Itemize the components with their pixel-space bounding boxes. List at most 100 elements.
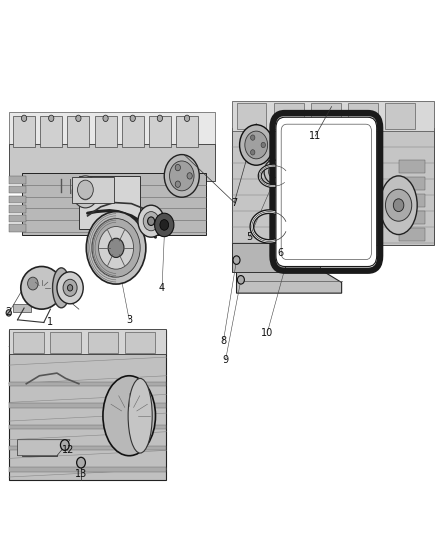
Bar xyxy=(9,205,26,213)
Bar xyxy=(9,144,215,181)
Circle shape xyxy=(138,205,164,237)
Circle shape xyxy=(155,213,174,237)
Bar xyxy=(9,112,215,149)
Text: 2: 2 xyxy=(5,307,11,317)
Circle shape xyxy=(86,212,146,284)
Polygon shape xyxy=(13,304,31,312)
Ellipse shape xyxy=(53,268,70,308)
Circle shape xyxy=(60,440,69,450)
Text: 13: 13 xyxy=(75,470,87,479)
Text: 12: 12 xyxy=(62,446,74,455)
Text: 4: 4 xyxy=(159,283,165,293)
Circle shape xyxy=(78,180,93,199)
Circle shape xyxy=(79,184,92,200)
Bar xyxy=(9,196,26,203)
Circle shape xyxy=(92,219,140,277)
Circle shape xyxy=(245,131,268,159)
Circle shape xyxy=(148,217,155,225)
Circle shape xyxy=(240,125,273,165)
Circle shape xyxy=(103,115,108,122)
Bar xyxy=(176,116,198,147)
Bar xyxy=(95,116,117,147)
Circle shape xyxy=(187,173,192,179)
Bar xyxy=(9,467,166,472)
Circle shape xyxy=(170,161,194,191)
Bar xyxy=(232,128,434,245)
Bar xyxy=(232,243,285,272)
Bar xyxy=(9,186,26,193)
Circle shape xyxy=(67,285,73,291)
Text: 1: 1 xyxy=(47,318,53,327)
Circle shape xyxy=(297,179,303,186)
Circle shape xyxy=(28,277,38,290)
Bar xyxy=(9,425,166,429)
Bar xyxy=(9,176,26,184)
Circle shape xyxy=(393,199,404,212)
Bar xyxy=(9,446,166,450)
Bar xyxy=(9,215,26,222)
Bar xyxy=(88,332,118,353)
Text: 6: 6 xyxy=(277,248,283,258)
Bar xyxy=(22,442,57,456)
Circle shape xyxy=(77,457,85,468)
Text: 9: 9 xyxy=(223,355,229,365)
Bar xyxy=(22,173,206,235)
Circle shape xyxy=(385,189,412,221)
Polygon shape xyxy=(18,440,70,456)
Circle shape xyxy=(6,310,11,316)
Circle shape xyxy=(99,227,134,269)
FancyBboxPatch shape xyxy=(276,117,377,266)
Text: 7: 7 xyxy=(231,198,237,207)
Bar xyxy=(9,382,166,386)
Bar xyxy=(9,403,166,408)
Circle shape xyxy=(251,150,255,155)
Text: 8: 8 xyxy=(220,336,226,346)
Bar xyxy=(67,116,89,147)
Bar xyxy=(9,330,166,480)
Circle shape xyxy=(108,238,124,257)
Circle shape xyxy=(49,115,54,122)
Circle shape xyxy=(130,115,135,122)
Text: 3: 3 xyxy=(126,315,132,325)
Bar xyxy=(149,116,171,147)
Circle shape xyxy=(264,160,283,183)
Circle shape xyxy=(184,115,190,122)
Text: 11: 11 xyxy=(309,131,321,141)
Bar xyxy=(50,332,81,353)
Bar xyxy=(9,224,26,232)
Bar xyxy=(399,211,425,224)
Ellipse shape xyxy=(21,266,62,309)
Bar xyxy=(385,103,415,129)
Bar xyxy=(232,101,434,131)
Bar xyxy=(79,176,140,229)
Bar xyxy=(237,103,266,129)
Bar xyxy=(399,228,425,241)
Bar xyxy=(72,177,114,203)
Bar xyxy=(348,103,378,129)
Circle shape xyxy=(233,256,240,264)
Circle shape xyxy=(72,176,99,208)
Circle shape xyxy=(143,212,159,231)
Bar xyxy=(13,116,35,147)
Text: 10: 10 xyxy=(261,328,273,338)
Bar xyxy=(125,332,155,353)
Circle shape xyxy=(160,220,169,230)
Circle shape xyxy=(261,142,265,148)
Circle shape xyxy=(57,272,83,304)
Circle shape xyxy=(237,276,244,284)
Circle shape xyxy=(63,279,77,296)
Circle shape xyxy=(175,181,180,188)
Ellipse shape xyxy=(103,376,155,456)
Bar xyxy=(311,103,341,129)
Bar xyxy=(285,245,320,269)
Bar xyxy=(13,332,44,353)
Bar xyxy=(399,160,425,173)
Text: 5: 5 xyxy=(247,232,253,242)
Circle shape xyxy=(251,135,255,140)
Bar xyxy=(9,329,166,354)
Circle shape xyxy=(157,115,162,122)
Bar xyxy=(274,103,304,129)
Circle shape xyxy=(76,115,81,122)
Ellipse shape xyxy=(128,378,152,453)
Bar xyxy=(40,116,62,147)
